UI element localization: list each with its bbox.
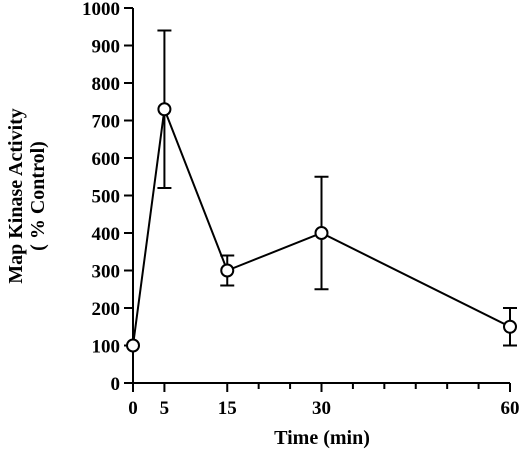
y-axis-title-line-2: ( % Control) <box>27 141 49 251</box>
data-point <box>503 319 517 334</box>
y-tick-label: 100 <box>92 337 121 358</box>
y-tick-label: 800 <box>92 74 121 95</box>
data-points <box>126 102 517 353</box>
error-bars <box>157 29 517 347</box>
x-tick-label: 60 <box>501 398 520 419</box>
data-point <box>220 263 235 278</box>
data-point <box>157 102 172 117</box>
y-tick-label: 0 <box>111 374 121 395</box>
y-axis-title-line-1: Map Kinase Activity <box>5 108 27 284</box>
y-axis-title: Map Kinase Activity ( % Control) <box>5 108 49 284</box>
x-axis-title: Time (min) <box>274 427 370 449</box>
y-tick-label: 200 <box>92 299 121 320</box>
y-tick-label: 1000 <box>82 0 120 20</box>
data-point <box>126 338 140 353</box>
x-tick-label: 5 <box>160 398 170 419</box>
y-axis-ticks: 0 100 200 300 400 500 600 700 800 900 1000 <box>82 0 133 395</box>
y-tick-label: 500 <box>92 187 121 208</box>
y-tick-label: 900 <box>92 37 121 58</box>
x-tick-label: 0 <box>128 398 138 419</box>
x-axis-ticks: 0 5 15 30 60 <box>128 383 520 419</box>
data-point <box>314 226 329 240</box>
x-tick-label: 15 <box>218 398 237 419</box>
y-tick-label: 600 <box>92 149 121 170</box>
y-tick-label: 300 <box>92 262 121 283</box>
y-tick-label: 700 <box>92 112 121 133</box>
y-tick-label: 400 <box>92 224 121 245</box>
x-tick-label: 30 <box>312 398 331 419</box>
